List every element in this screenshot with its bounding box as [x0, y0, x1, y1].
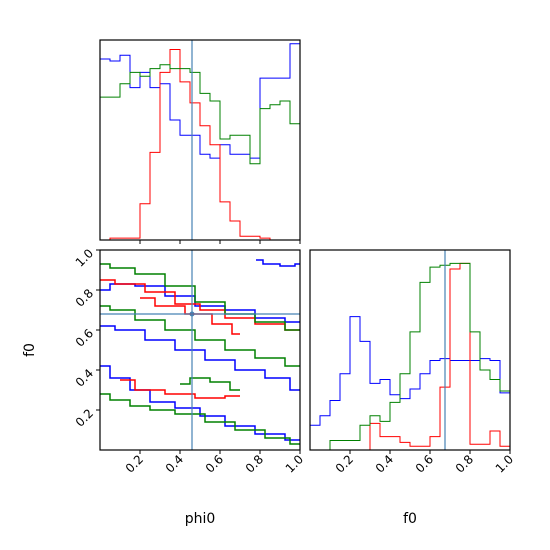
phi0-xtick-label: 0.8 [243, 452, 266, 475]
contour-green-9 [100, 393, 300, 445]
contour-green-10 [180, 377, 240, 391]
f0-ytick-label: 0.8 [73, 286, 96, 309]
contour-red-4 [100, 279, 300, 331]
phi0-axis-label: phi0 [185, 511, 216, 527]
phi0-histograms [100, 43, 300, 241]
f0-axis-label: f0 [403, 511, 417, 527]
f0-marginal-ticks: 0.2 0.4 0.6 0.8 1.0 [333, 450, 516, 476]
phi0-xtick-label: 0.4 [163, 452, 186, 475]
phi0-marginal-frame [99, 39, 301, 241]
f0-ytick-label: 1.0 [73, 246, 96, 269]
joint-panel: 0.2 0.4 0.6 0.8 1.0 0.2 0.4 0.6 0.8 1.0 [73, 246, 306, 475]
joint-frame [99, 249, 301, 451]
f0-xtick-label: 0.6 [413, 452, 436, 475]
f0-marginal-frame [309, 249, 511, 451]
f0-y-axis-label: f0 [22, 343, 38, 357]
phi0-xtick-label: 0.6 [203, 452, 226, 475]
f0-blue-histogram [310, 316, 510, 426]
phi0-xtick-label: 0.2 [123, 452, 146, 475]
contour-green-8 [100, 305, 300, 367]
contour-blue-3 [256, 259, 300, 267]
contour-blue-1 [100, 325, 300, 391]
phi0-xtick-label: 1.0 [283, 452, 306, 475]
contour-blue-2 [100, 365, 300, 441]
contour-green-7 [100, 263, 300, 331]
f0-green-histogram [310, 262, 510, 451]
f0-xtick-label: 0.4 [373, 452, 396, 475]
joint-contours [100, 259, 300, 445]
f0-xtick-label: 1.0 [493, 452, 516, 475]
phi0-marginal-panel [99, 39, 301, 244]
f0-ytick-label: 0.4 [73, 366, 96, 389]
f0-ytick-label: 0.2 [73, 406, 96, 429]
f0-ytick-label: 0.6 [73, 326, 96, 349]
f0-histograms [310, 262, 510, 451]
f0-marginal-panel: 0.2 0.4 0.6 0.8 1.0 [309, 249, 516, 476]
f0-xtick-label: 0.2 [333, 452, 356, 475]
contour-red-6 [120, 379, 240, 399]
phi0-green-histogram [100, 64, 300, 165]
contour-blue-0 [100, 283, 300, 323]
f0-xtick-label: 0.8 [453, 452, 476, 475]
phi0-red-histogram [100, 49, 300, 241]
phi0-blue-histogram [100, 43, 300, 159]
phi0-marginal-ticks [139, 240, 301, 244]
